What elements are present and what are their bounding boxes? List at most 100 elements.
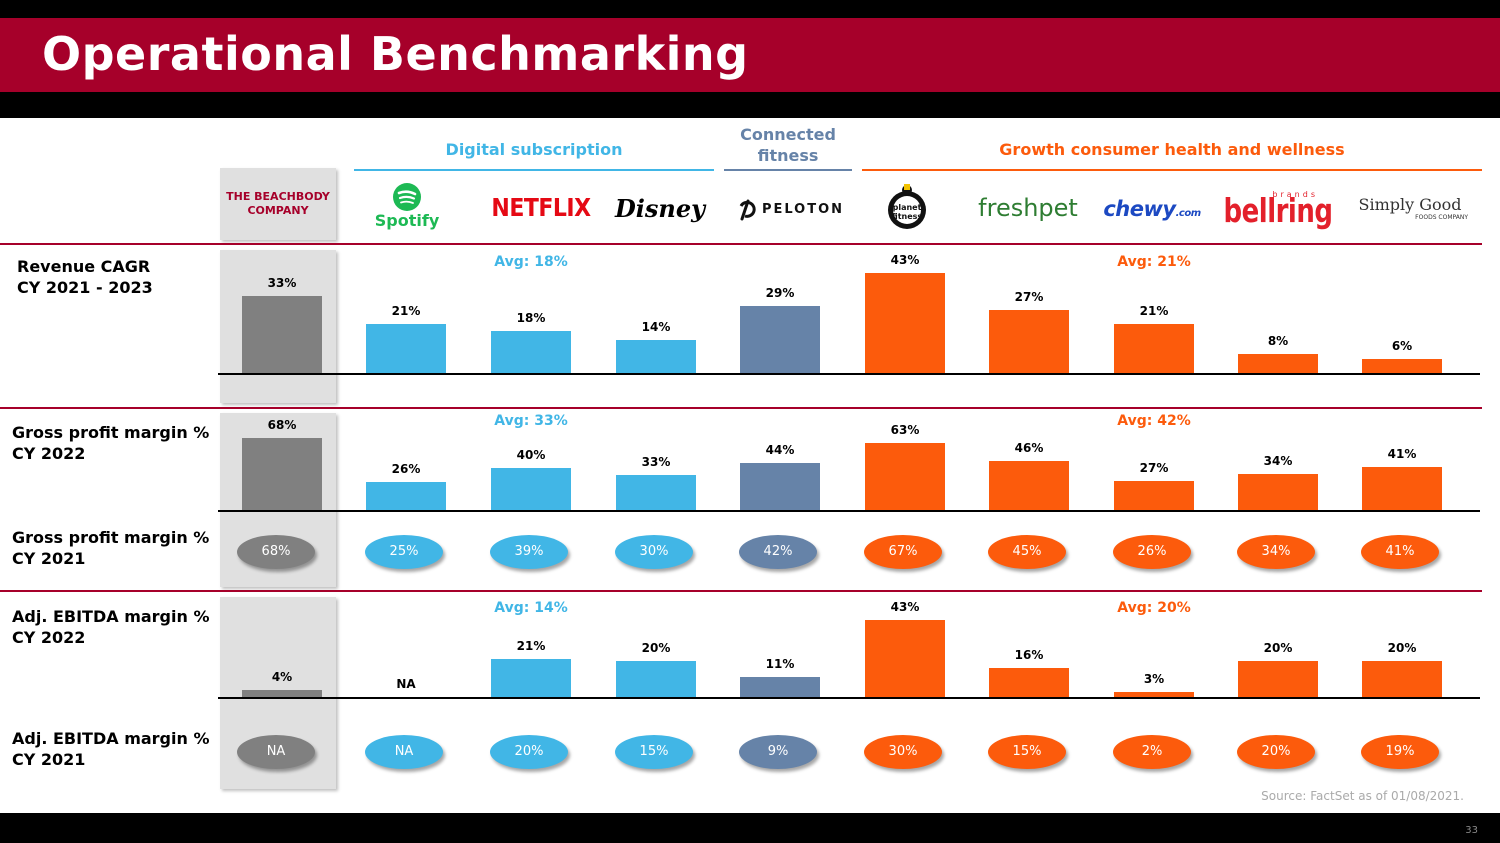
ebitda2022-bar-label: 20% <box>641 641 671 655</box>
spotify-icon <box>393 182 421 211</box>
ebitda2022-avg-growth: Avg: 20% <box>1117 600 1191 616</box>
gp2022-bar <box>491 468 571 510</box>
ebitda2021-pill: 15% <box>615 735 693 769</box>
chewy-suffix: .com <box>1175 207 1202 219</box>
revenue-bar-label: 21% <box>391 304 421 318</box>
ebitda2021-pill: NA <box>365 735 443 769</box>
gp2022-bar <box>740 463 820 510</box>
gp2022-bar <box>366 482 446 510</box>
chewy-wordmark: chewy <box>1103 197 1176 221</box>
revenue-bar-label: 29% <box>765 286 795 300</box>
gp2021-pill: 30% <box>615 535 693 569</box>
peloton-wordmark: PELOTON <box>761 201 845 217</box>
simply-good-logo: Simply Good FOODS COMPANY <box>1348 188 1472 228</box>
ebitda2022-bar <box>491 659 571 697</box>
ebitda2021-pill: 15% <box>988 735 1066 769</box>
ebitda2022-bar <box>1114 692 1194 697</box>
revenue-bar <box>1362 359 1442 373</box>
ebitda2021-pill: NA <box>237 735 315 769</box>
row-label-ebitda2022-line1: Adj. EBITDA margin % <box>12 607 210 626</box>
beachbody-logo: THE BEACHBODY COMPANY <box>220 168 336 240</box>
gp2022-bar-label: 33% <box>641 455 671 469</box>
revenue-bar-label: 18% <box>516 311 546 325</box>
ebitda2022-bar-label: 11% <box>765 657 795 671</box>
gp2021-pill: 41% <box>1361 535 1439 569</box>
gp2022-avg-digital: Avg: 33% <box>494 413 568 429</box>
gp2022-bar-label: 46% <box>1014 441 1044 455</box>
simply-good-small: FOODS COMPANY <box>1415 213 1468 221</box>
row-label-ebitda2022-line2: CY 2022 <box>12 628 86 647</box>
bottom-black-bar <box>0 813 1500 843</box>
ebitda2022-bar <box>865 620 945 697</box>
ebitda2021-pill: 9% <box>739 735 817 769</box>
source-note: Source: FactSet as of 01/08/2021. <box>1261 789 1464 803</box>
group-digital-line <box>354 169 714 171</box>
revenue-bar <box>865 273 945 373</box>
row-label-ebitda2021-line1: Adj. EBITDA margin % <box>12 729 210 748</box>
ebitda2022-bar-label: 21% <box>516 639 546 653</box>
ebitda2022-bar-label: 16% <box>1014 648 1044 662</box>
revenue-avg-growth: Avg: 21% <box>1117 254 1191 270</box>
ebitda2022-bar <box>242 690 322 697</box>
gp2022-bar-label: 34% <box>1263 454 1293 468</box>
gp2022-avg-growth: Avg: 42% <box>1117 413 1191 429</box>
gp2021-pill: 45% <box>988 535 1066 569</box>
group-connected-line2: fitness <box>757 146 819 165</box>
gp2021-pill: 42% <box>739 535 817 569</box>
page-number: 33 <box>1465 825 1478 836</box>
ebitda2021-pill: 19% <box>1361 735 1439 769</box>
group-growth-label: Growth consumer health and wellness <box>999 140 1345 159</box>
ebitda2022-axis <box>218 697 1480 699</box>
ebitda2022-bar <box>1238 661 1318 697</box>
ebitda2022-bar-label: 43% <box>890 600 920 614</box>
revenue-bar <box>242 296 322 373</box>
revenue-bar-label: 21% <box>1139 304 1169 318</box>
ebitda2021-pill: 2% <box>1113 735 1191 769</box>
ebitda2021-pill: 20% <box>490 735 568 769</box>
row-label-revenue: Revenue CAGR CY 2021 - 2023 <box>17 256 153 298</box>
ebitda2022-bar-label: 3% <box>1143 672 1165 686</box>
gp2022-bar <box>1114 481 1194 510</box>
revenue-bar <box>366 324 446 373</box>
row-label-ebitda2022: Adj. EBITDA margin % CY 2022 <box>12 606 209 648</box>
row-label-gp2022-line2: CY 2022 <box>12 444 86 463</box>
ebitda2022-bar-label: NA <box>396 677 416 691</box>
under-black-bar <box>0 92 1500 118</box>
separator-2 <box>0 407 1482 409</box>
row-label-gp2021-line2: CY 2021 <box>12 549 86 568</box>
chewy-logo: chewy .com <box>1100 192 1204 226</box>
gp2022-bar <box>865 443 945 510</box>
group-connected-line <box>724 169 852 171</box>
beachbody-logo-line2: COMPANY <box>247 204 309 217</box>
revenue-bar-label: 43% <box>890 253 920 267</box>
ebitda2022-bar <box>989 668 1069 697</box>
revenue-bar <box>989 310 1069 373</box>
gp2021-pill: 26% <box>1113 535 1191 569</box>
revenue-bar <box>616 340 696 373</box>
spotify-wordmark: Spotify <box>374 210 440 230</box>
beachbody-logo-bg <box>220 168 336 240</box>
gp2022-bar <box>242 438 322 510</box>
revenue-bar-label: 6% <box>1391 339 1413 353</box>
gp2021-pill: 25% <box>365 535 443 569</box>
ebitda2022-bar <box>1362 661 1442 697</box>
row-label-ebitda2021-line2: CY 2021 <box>12 750 86 769</box>
gp2022-bar <box>616 475 696 510</box>
gp2021-pill: 39% <box>490 535 568 569</box>
gp2022-bar-label: 41% <box>1387 447 1417 461</box>
spotify-logo: Spotify <box>362 178 452 234</box>
ebitda2021-pill: 20% <box>1237 735 1315 769</box>
revenue-bar <box>491 331 571 373</box>
page-title: Operational Benchmarking <box>42 27 749 81</box>
gp2022-bar <box>1362 467 1442 510</box>
revenue-avg-digital: Avg: 18% <box>494 254 568 270</box>
beachbody-logo-line1: THE BEACHBODY <box>226 190 330 203</box>
row-label-ebitda2021: Adj. EBITDA margin % CY 2021 <box>12 728 209 770</box>
row-label-gp2022: Gross profit margin % CY 2022 <box>12 422 209 464</box>
row-label-revenue-line1: Revenue CAGR <box>17 257 151 276</box>
gp2022-bar-label: 68% <box>267 418 297 432</box>
gp2022-bar-label: 26% <box>391 462 421 476</box>
planet-fitness-wordmark: planet fitness <box>891 203 923 221</box>
bellring-small: brands <box>1272 189 1318 199</box>
group-digital-label: Digital subscription <box>445 140 623 159</box>
